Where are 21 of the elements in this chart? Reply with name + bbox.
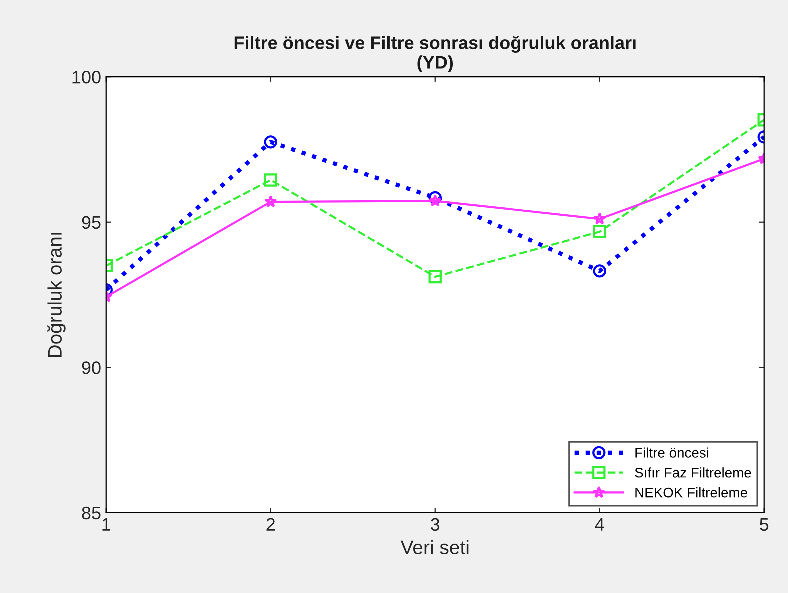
y-tick-label: 95 <box>82 216 101 230</box>
legend-label: NEKOK Filtreleme <box>636 488 748 498</box>
point <box>429 194 442 207</box>
point <box>593 264 606 278</box>
x-tick-label: 2 <box>266 518 275 531</box>
x-axis-title: Veri seti <box>400 540 469 554</box>
legend-label: Filtre öncesi <box>636 448 708 458</box>
x-tick-label: 4 <box>595 518 604 531</box>
x-tick-label: 1 <box>102 518 111 531</box>
point <box>428 270 442 284</box>
chart-title: Filtre öncesi ve Filtre sonrası doğruluk oranları (YD) <box>234 36 636 73</box>
y-tick-label: 90 <box>82 362 101 374</box>
y-tick-label: 85 <box>82 506 101 520</box>
legend-label: Sıfır Faz Filtreleme <box>635 468 752 478</box>
point <box>593 225 606 239</box>
point <box>428 191 442 205</box>
x-tick-label: 5 <box>760 518 769 532</box>
x-tick-label: 3 <box>431 518 440 532</box>
point <box>264 195 278 208</box>
y-tick-label: 100 <box>72 71 101 84</box>
y-axis-title: Doğruluk oranı <box>47 233 66 358</box>
